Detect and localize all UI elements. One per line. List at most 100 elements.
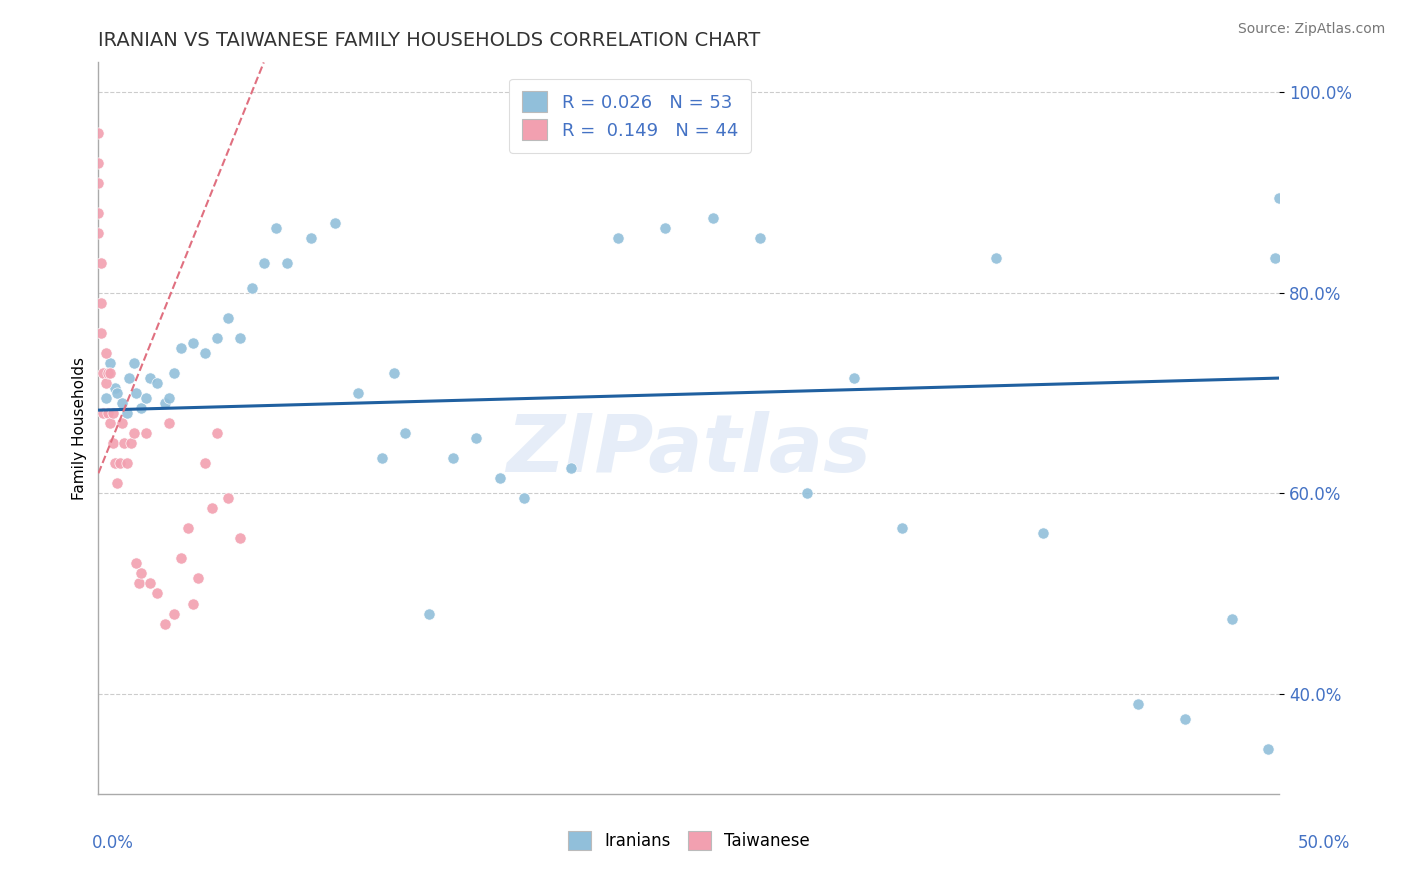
Point <box>94 376 117 390</box>
Point <box>90 256 112 270</box>
Point <box>1220 611 1243 625</box>
Point <box>90 326 112 340</box>
Point <box>1257 741 1279 756</box>
Point <box>194 346 217 360</box>
Point <box>108 456 131 470</box>
Point <box>98 356 121 370</box>
Point <box>153 616 176 631</box>
Point <box>91 366 114 380</box>
Point <box>128 576 150 591</box>
Point <box>97 406 120 420</box>
Point <box>163 607 186 621</box>
Point <box>121 436 143 450</box>
Point <box>94 346 117 360</box>
Point <box>1126 697 1149 711</box>
Point <box>135 391 157 405</box>
Point <box>702 211 724 225</box>
Point <box>607 231 630 245</box>
Point <box>125 386 148 401</box>
Point <box>98 416 121 430</box>
Point <box>111 396 134 410</box>
Point <box>125 557 148 571</box>
Point <box>146 586 169 600</box>
Point <box>135 426 157 441</box>
Point <box>105 476 128 491</box>
Point <box>382 366 405 380</box>
Point <box>205 426 228 441</box>
Point <box>654 220 676 235</box>
Point <box>512 491 534 506</box>
Point <box>111 416 134 430</box>
Point <box>217 310 239 325</box>
Point <box>146 376 169 390</box>
Point <box>560 461 582 475</box>
Legend: Iranians, Taiwanese: Iranians, Taiwanese <box>560 822 818 859</box>
Point <box>264 220 287 235</box>
Point <box>87 176 110 190</box>
Y-axis label: Family Households: Family Households <box>72 357 87 500</box>
Point <box>94 391 117 405</box>
Point <box>194 456 217 470</box>
Point <box>177 521 200 535</box>
Point <box>104 381 127 395</box>
Point <box>157 416 180 430</box>
Point <box>984 251 1007 265</box>
Point <box>796 486 818 500</box>
Point <box>87 205 110 219</box>
Point <box>371 451 394 466</box>
Point <box>465 431 488 445</box>
Point <box>181 597 204 611</box>
Point <box>201 501 224 516</box>
Point <box>1174 712 1197 726</box>
Point <box>122 356 145 370</box>
Point <box>844 371 866 385</box>
Point <box>187 571 209 585</box>
Point <box>104 456 127 470</box>
Point <box>105 386 128 401</box>
Point <box>229 532 252 546</box>
Text: 0.0%: 0.0% <box>91 834 134 852</box>
Point <box>299 231 322 245</box>
Point <box>170 341 193 355</box>
Point <box>101 436 124 450</box>
Point <box>748 231 770 245</box>
Point <box>118 371 141 385</box>
Point <box>129 566 152 581</box>
Text: 50.0%: 50.0% <box>1298 834 1350 852</box>
Point <box>115 406 138 420</box>
Point <box>163 366 186 380</box>
Point <box>489 471 512 485</box>
Point <box>323 216 346 230</box>
Point <box>253 256 276 270</box>
Point <box>87 126 110 140</box>
Point <box>87 155 110 169</box>
Point <box>115 456 138 470</box>
Point <box>441 451 464 466</box>
Point <box>122 426 145 441</box>
Point <box>1264 251 1286 265</box>
Point <box>91 406 114 420</box>
Text: ZIPatlas: ZIPatlas <box>506 411 872 489</box>
Point <box>205 331 228 345</box>
Point <box>98 366 121 380</box>
Point <box>229 331 252 345</box>
Point <box>157 391 180 405</box>
Point <box>101 406 124 420</box>
Point <box>240 281 263 295</box>
Point <box>890 521 912 535</box>
Point <box>394 426 416 441</box>
Point <box>139 371 162 385</box>
Point <box>90 296 112 310</box>
Point <box>418 607 440 621</box>
Point <box>347 386 370 401</box>
Point <box>139 576 162 591</box>
Point <box>170 551 193 566</box>
Point <box>97 366 120 380</box>
Point <box>87 226 110 240</box>
Point <box>181 336 204 351</box>
Point <box>1268 191 1291 205</box>
Point <box>129 401 152 416</box>
Point <box>217 491 239 506</box>
Text: IRANIAN VS TAIWANESE FAMILY HOUSEHOLDS CORRELATION CHART: IRANIAN VS TAIWANESE FAMILY HOUSEHOLDS C… <box>98 30 761 50</box>
Point <box>1032 526 1054 541</box>
